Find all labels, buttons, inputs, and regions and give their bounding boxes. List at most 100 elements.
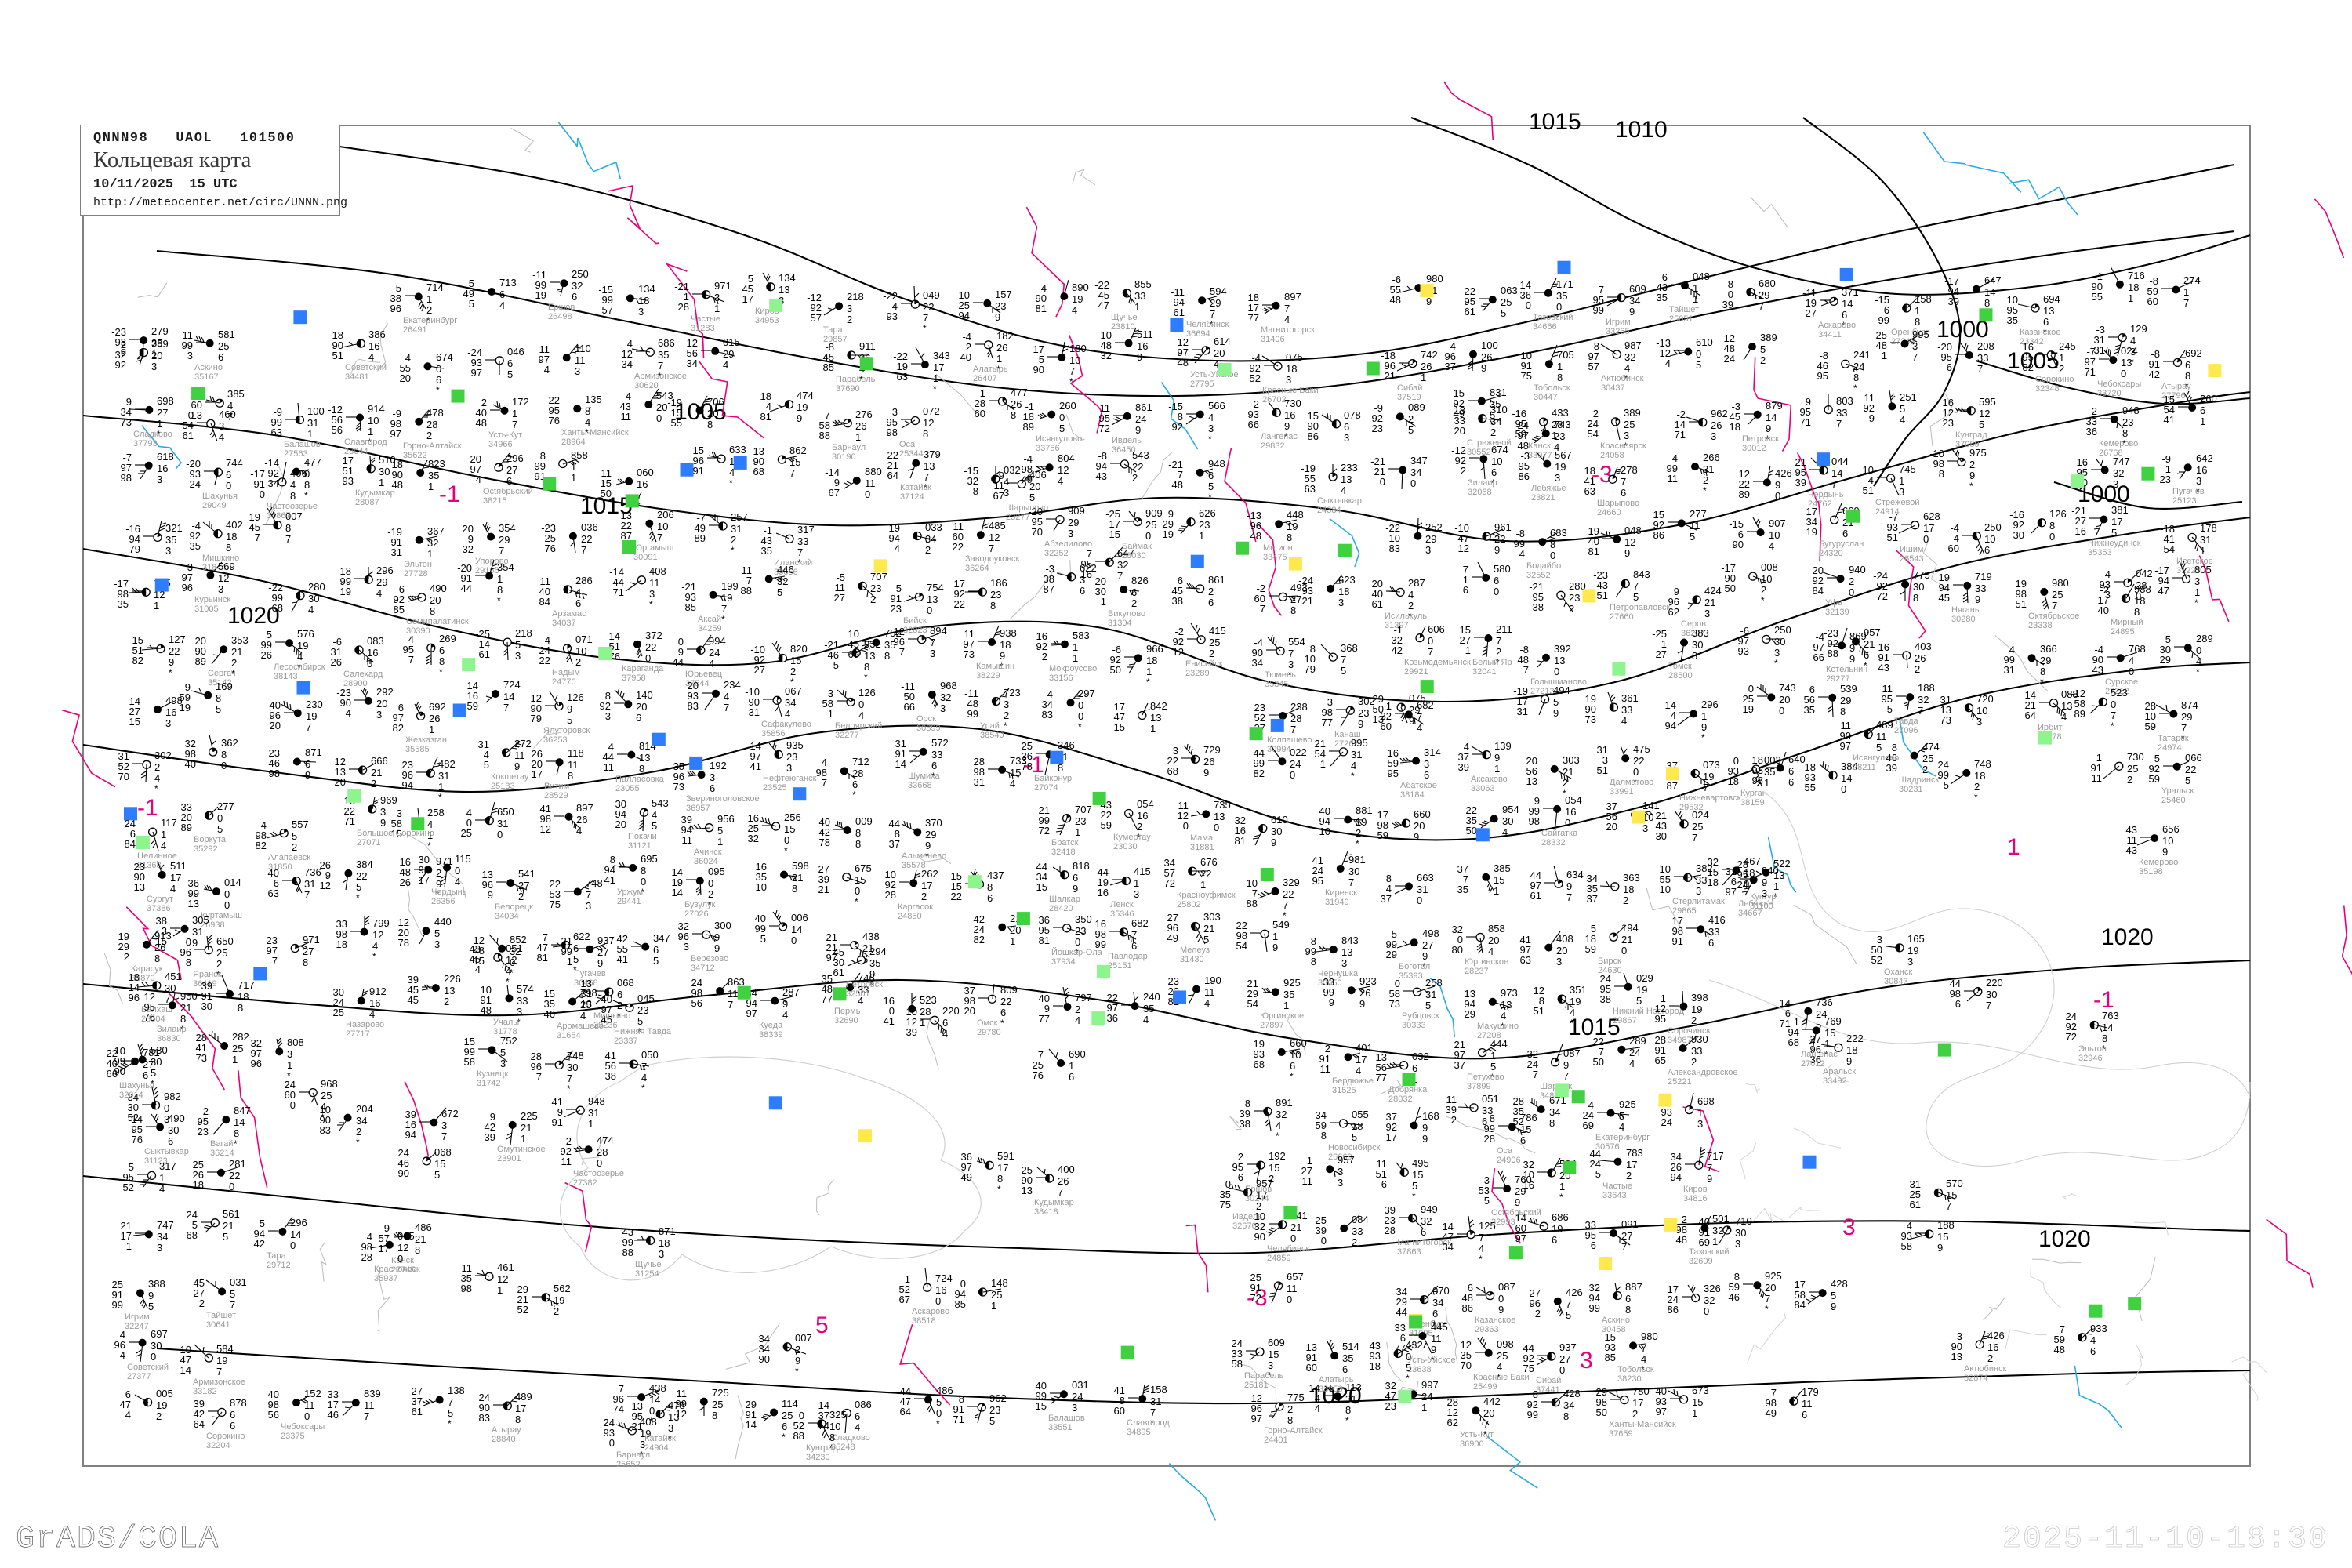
svg-text:126: 126 xyxy=(858,687,876,699)
svg-text:1: 1 xyxy=(1559,1181,1565,1192)
svg-text:287: 287 xyxy=(1408,577,1425,589)
svg-text:86: 86 xyxy=(1668,1304,1679,1316)
svg-text:23: 23 xyxy=(1372,423,1383,434)
svg-text:Эльтон: Эльтон xyxy=(404,560,432,569)
svg-text:17: 17 xyxy=(742,293,753,305)
svg-text:7: 7 xyxy=(272,955,278,967)
svg-text:36694: 36694 xyxy=(1186,329,1210,339)
svg-text:43: 43 xyxy=(1878,662,1889,673)
svg-text:5: 5 xyxy=(2111,527,2117,539)
svg-text:9: 9 xyxy=(121,347,126,358)
svg-text:Мелеуз: Мелеуз xyxy=(1180,946,1210,955)
svg-text:83: 83 xyxy=(1389,543,1400,554)
svg-text:34: 34 xyxy=(1549,1106,1560,1118)
svg-text:4: 4 xyxy=(1408,589,1414,601)
svg-text:25344: 25344 xyxy=(899,449,924,459)
svg-text:98: 98 xyxy=(461,1283,472,1294)
svg-text:7: 7 xyxy=(304,889,310,901)
svg-text:59: 59 xyxy=(1101,819,1112,831)
svg-text:37: 37 xyxy=(889,838,900,850)
svg-text:Сладково: Сладково xyxy=(831,1433,870,1443)
svg-text:20: 20 xyxy=(430,594,441,606)
svg-text:008: 008 xyxy=(1761,561,1778,573)
svg-text:673: 673 xyxy=(1692,1385,1709,1396)
svg-text:27: 27 xyxy=(1806,307,1817,319)
svg-text:35: 35 xyxy=(1457,884,1468,895)
svg-text:7: 7 xyxy=(657,532,662,543)
svg-text:7: 7 xyxy=(721,603,727,615)
svg-text:8: 8 xyxy=(707,419,713,430)
svg-text:83: 83 xyxy=(688,700,699,712)
svg-text:7: 7 xyxy=(822,777,827,789)
svg-text:37386: 37386 xyxy=(147,904,171,913)
svg-text:*: * xyxy=(933,383,937,394)
svg-text:38229: 38229 xyxy=(976,671,1000,681)
svg-text:19: 19 xyxy=(797,401,808,413)
svg-text:Далматово: Далматово xyxy=(1610,778,1653,787)
svg-text:317: 317 xyxy=(797,524,815,535)
svg-text:7: 7 xyxy=(216,1366,222,1377)
svg-text:19: 19 xyxy=(1806,526,1817,538)
svg-text:650: 650 xyxy=(497,806,514,818)
svg-text:628: 628 xyxy=(1923,510,1940,522)
svg-text:0: 0 xyxy=(791,935,797,946)
svg-text:747: 747 xyxy=(2113,456,2130,467)
svg-text:27377: 27377 xyxy=(127,1372,151,1381)
svg-text:76: 76 xyxy=(545,543,556,554)
svg-text:16: 16 xyxy=(157,463,168,474)
svg-text:Тавда: Тавда xyxy=(1894,717,1918,726)
svg-text:5: 5 xyxy=(507,368,513,380)
svg-text:Бодайбо: Бодайбо xyxy=(1526,561,1561,571)
svg-text:2: 2 xyxy=(1042,651,1047,662)
svg-text:4: 4 xyxy=(1570,1007,1575,1018)
svg-text:0: 0 xyxy=(1214,822,1219,833)
svg-text:48: 48 xyxy=(1518,440,1529,452)
svg-text:4: 4 xyxy=(476,474,481,485)
svg-text:28500: 28500 xyxy=(1668,671,1693,681)
svg-text:23: 23 xyxy=(870,583,881,594)
svg-text:16: 16 xyxy=(1137,810,1148,822)
svg-text:276: 276 xyxy=(855,408,873,420)
svg-text:33668: 33668 xyxy=(908,781,932,790)
svg-text:0: 0 xyxy=(497,829,503,840)
svg-text:15: 15 xyxy=(434,1158,445,1170)
svg-text:26: 26 xyxy=(331,656,342,668)
svg-text:39: 39 xyxy=(1795,477,1806,488)
svg-text:60: 60 xyxy=(975,408,985,419)
svg-text:353: 353 xyxy=(231,634,249,646)
svg-text:32139: 32139 xyxy=(1825,608,1849,617)
svg-text:94: 94 xyxy=(405,1129,416,1141)
svg-text:Новосибирск: Новосибирск xyxy=(1328,1143,1381,1152)
svg-text:2: 2 xyxy=(925,544,931,556)
svg-text:22: 22 xyxy=(581,533,592,545)
svg-text:68: 68 xyxy=(187,1229,198,1241)
svg-text:6: 6 xyxy=(1208,597,1214,608)
svg-text:14: 14 xyxy=(672,887,683,898)
svg-text:4: 4 xyxy=(1641,1353,1646,1365)
svg-text:31: 31 xyxy=(2200,534,2211,546)
svg-text:16: 16 xyxy=(1098,887,1109,898)
svg-text:Стрежевой: Стрежевой xyxy=(1875,498,1920,507)
svg-text:279: 279 xyxy=(151,325,169,337)
svg-text:Чебоксары: Чебоксары xyxy=(2097,379,2141,389)
svg-text:3: 3 xyxy=(151,361,157,372)
svg-text:Бийск: Бийск xyxy=(903,616,927,626)
svg-text:474: 474 xyxy=(797,390,814,401)
svg-text:Ершов: Ершов xyxy=(548,303,575,312)
svg-text:19: 19 xyxy=(297,640,308,652)
svg-text:070: 070 xyxy=(1432,1285,1450,1297)
svg-text:4: 4 xyxy=(1004,476,1009,488)
svg-text:6: 6 xyxy=(218,351,223,363)
svg-text:6: 6 xyxy=(1955,998,1961,1010)
svg-text:31: 31 xyxy=(438,770,449,782)
svg-text:58: 58 xyxy=(464,1056,475,1068)
svg-text:83: 83 xyxy=(320,1124,331,1136)
svg-text:*: * xyxy=(567,1083,571,1094)
svg-text:7: 7 xyxy=(1428,646,1433,658)
svg-text:1: 1 xyxy=(427,829,433,841)
svg-text:25: 25 xyxy=(2052,589,2063,601)
svg-text:Армизонское: Армизонское xyxy=(634,372,687,381)
svg-text:*: * xyxy=(923,323,927,334)
svg-text:1: 1 xyxy=(307,428,313,440)
svg-text:3: 3 xyxy=(1697,1118,1703,1130)
